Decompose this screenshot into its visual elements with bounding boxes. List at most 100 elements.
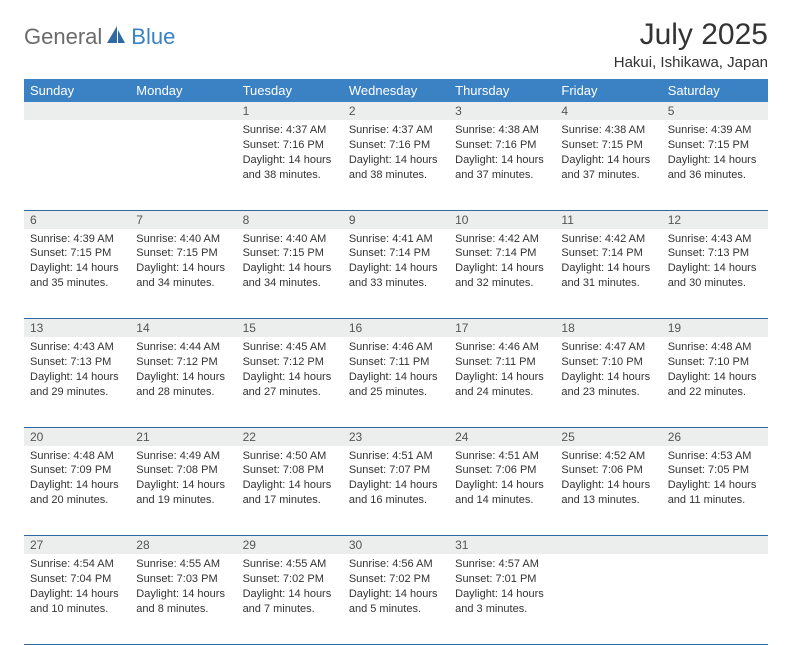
sunset-line: Sunset: 7:02 PM <box>243 572 337 587</box>
day-number-cell: 15 <box>237 319 343 338</box>
sunrise-line: Sunrise: 4:38 AM <box>561 123 655 138</box>
daylight-line: Daylight: 14 hours and 14 minutes. <box>455 478 549 508</box>
week-row: Sunrise: 4:43 AMSunset: 7:13 PMDaylight:… <box>24 337 768 427</box>
day-number-cell: 2 <box>343 102 449 120</box>
day-detail: Sunrise: 4:46 AMSunset: 7:11 PMDaylight:… <box>343 337 449 405</box>
brand-part2: Blue <box>131 24 175 50</box>
day-number-cell: 18 <box>555 319 661 338</box>
day-number-cell: 3 <box>449 102 555 120</box>
daylight-line: Daylight: 14 hours and 32 minutes. <box>455 261 549 291</box>
sunset-line: Sunset: 7:12 PM <box>243 355 337 370</box>
day-detail: Sunrise: 4:45 AMSunset: 7:12 PMDaylight:… <box>237 337 343 405</box>
sunrise-line: Sunrise: 4:38 AM <box>455 123 549 138</box>
sunrise-line: Sunrise: 4:47 AM <box>561 340 655 355</box>
day-cell: Sunrise: 4:52 AMSunset: 7:06 PMDaylight:… <box>555 446 661 536</box>
calendar-table: Sunday Monday Tuesday Wednesday Thursday… <box>24 79 768 645</box>
sunset-line: Sunset: 7:06 PM <box>561 463 655 478</box>
day-detail: Sunrise: 4:40 AMSunset: 7:15 PMDaylight:… <box>237 229 343 297</box>
sunrise-line: Sunrise: 4:42 AM <box>561 232 655 247</box>
day-cell <box>24 120 130 210</box>
sunset-line: Sunset: 7:13 PM <box>668 246 762 261</box>
sunrise-line: Sunrise: 4:39 AM <box>668 123 762 138</box>
sunrise-line: Sunrise: 4:57 AM <box>455 557 549 572</box>
day-detail: Sunrise: 4:47 AMSunset: 7:10 PMDaylight:… <box>555 337 661 405</box>
day-cell: Sunrise: 4:43 AMSunset: 7:13 PMDaylight:… <box>662 229 768 319</box>
sunrise-line: Sunrise: 4:51 AM <box>349 449 443 464</box>
daylight-line: Daylight: 14 hours and 36 minutes. <box>668 153 762 183</box>
sunset-line: Sunset: 7:08 PM <box>243 463 337 478</box>
day-detail: Sunrise: 4:53 AMSunset: 7:05 PMDaylight:… <box>662 446 768 514</box>
week-row: Sunrise: 4:54 AMSunset: 7:04 PMDaylight:… <box>24 554 768 644</box>
sunset-line: Sunset: 7:15 PM <box>668 138 762 153</box>
daylight-line: Daylight: 14 hours and 16 minutes. <box>349 478 443 508</box>
sunrise-line: Sunrise: 4:46 AM <box>349 340 443 355</box>
day-number-cell <box>130 102 236 120</box>
sunset-line: Sunset: 7:03 PM <box>136 572 230 587</box>
day-detail: Sunrise: 4:41 AMSunset: 7:14 PMDaylight:… <box>343 229 449 297</box>
sunset-line: Sunset: 7:06 PM <box>455 463 549 478</box>
sunset-line: Sunset: 7:13 PM <box>30 355 124 370</box>
sunrise-line: Sunrise: 4:52 AM <box>561 449 655 464</box>
sunrise-line: Sunrise: 4:37 AM <box>243 123 337 138</box>
day-detail: Sunrise: 4:38 AMSunset: 7:16 PMDaylight:… <box>449 120 555 188</box>
brand-part1: General <box>24 24 102 50</box>
day-number-cell: 30 <box>343 536 449 555</box>
daynum-row: 20212223242526 <box>24 427 768 446</box>
day-number-cell: 21 <box>130 427 236 446</box>
day-cell: Sunrise: 4:39 AMSunset: 7:15 PMDaylight:… <box>24 229 130 319</box>
sunset-line: Sunset: 7:04 PM <box>30 572 124 587</box>
weekday-header: Wednesday <box>343 79 449 102</box>
day-cell: Sunrise: 4:38 AMSunset: 7:16 PMDaylight:… <box>449 120 555 210</box>
weekday-header: Saturday <box>662 79 768 102</box>
day-detail: Sunrise: 4:43 AMSunset: 7:13 PMDaylight:… <box>662 229 768 297</box>
day-number-cell <box>555 536 661 555</box>
day-detail: Sunrise: 4:51 AMSunset: 7:06 PMDaylight:… <box>449 446 555 514</box>
sunrise-line: Sunrise: 4:56 AM <box>349 557 443 572</box>
day-cell: Sunrise: 4:51 AMSunset: 7:07 PMDaylight:… <box>343 446 449 536</box>
sunset-line: Sunset: 7:01 PM <box>455 572 549 587</box>
sunrise-line: Sunrise: 4:48 AM <box>30 449 124 464</box>
day-cell: Sunrise: 4:39 AMSunset: 7:15 PMDaylight:… <box>662 120 768 210</box>
sunset-line: Sunset: 7:15 PM <box>243 246 337 261</box>
day-detail: Sunrise: 4:48 AMSunset: 7:10 PMDaylight:… <box>662 337 768 405</box>
day-cell: Sunrise: 4:57 AMSunset: 7:01 PMDaylight:… <box>449 554 555 644</box>
day-number-cell: 10 <box>449 210 555 229</box>
day-number-cell: 19 <box>662 319 768 338</box>
day-number-cell: 5 <box>662 102 768 120</box>
day-number-cell: 20 <box>24 427 130 446</box>
day-detail: Sunrise: 4:55 AMSunset: 7:02 PMDaylight:… <box>237 554 343 622</box>
sunrise-line: Sunrise: 4:40 AM <box>243 232 337 247</box>
day-detail: Sunrise: 4:37 AMSunset: 7:16 PMDaylight:… <box>237 120 343 188</box>
day-detail: Sunrise: 4:54 AMSunset: 7:04 PMDaylight:… <box>24 554 130 622</box>
sunrise-line: Sunrise: 4:51 AM <box>455 449 549 464</box>
day-number-cell: 22 <box>237 427 343 446</box>
sunrise-line: Sunrise: 4:54 AM <box>30 557 124 572</box>
daylight-line: Daylight: 14 hours and 35 minutes. <box>30 261 124 291</box>
day-detail: Sunrise: 4:46 AMSunset: 7:11 PMDaylight:… <box>449 337 555 405</box>
sunset-line: Sunset: 7:15 PM <box>136 246 230 261</box>
sunrise-line: Sunrise: 4:43 AM <box>30 340 124 355</box>
day-detail: Sunrise: 4:40 AMSunset: 7:15 PMDaylight:… <box>130 229 236 297</box>
sunrise-line: Sunrise: 4:43 AM <box>668 232 762 247</box>
sunrise-line: Sunrise: 4:37 AM <box>349 123 443 138</box>
sunrise-line: Sunrise: 4:39 AM <box>30 232 124 247</box>
day-cell: Sunrise: 4:46 AMSunset: 7:11 PMDaylight:… <box>449 337 555 427</box>
day-cell <box>662 554 768 644</box>
week-row: Sunrise: 4:48 AMSunset: 7:09 PMDaylight:… <box>24 446 768 536</box>
day-cell: Sunrise: 4:55 AMSunset: 7:03 PMDaylight:… <box>130 554 236 644</box>
day-detail: Sunrise: 4:49 AMSunset: 7:08 PMDaylight:… <box>130 446 236 514</box>
day-cell: Sunrise: 4:44 AMSunset: 7:12 PMDaylight:… <box>130 337 236 427</box>
day-cell: Sunrise: 4:55 AMSunset: 7:02 PMDaylight:… <box>237 554 343 644</box>
sunset-line: Sunset: 7:02 PM <box>349 572 443 587</box>
day-number-cell: 6 <box>24 210 130 229</box>
sunset-line: Sunset: 7:14 PM <box>455 246 549 261</box>
sunset-line: Sunset: 7:10 PM <box>561 355 655 370</box>
day-cell: Sunrise: 4:51 AMSunset: 7:06 PMDaylight:… <box>449 446 555 536</box>
daylight-line: Daylight: 14 hours and 34 minutes. <box>136 261 230 291</box>
sunrise-line: Sunrise: 4:49 AM <box>136 449 230 464</box>
day-detail: Sunrise: 4:42 AMSunset: 7:14 PMDaylight:… <box>555 229 661 297</box>
day-cell: Sunrise: 4:50 AMSunset: 7:08 PMDaylight:… <box>237 446 343 536</box>
sunset-line: Sunset: 7:12 PM <box>136 355 230 370</box>
week-row: Sunrise: 4:37 AMSunset: 7:16 PMDaylight:… <box>24 120 768 210</box>
day-cell: Sunrise: 4:40 AMSunset: 7:15 PMDaylight:… <box>130 229 236 319</box>
